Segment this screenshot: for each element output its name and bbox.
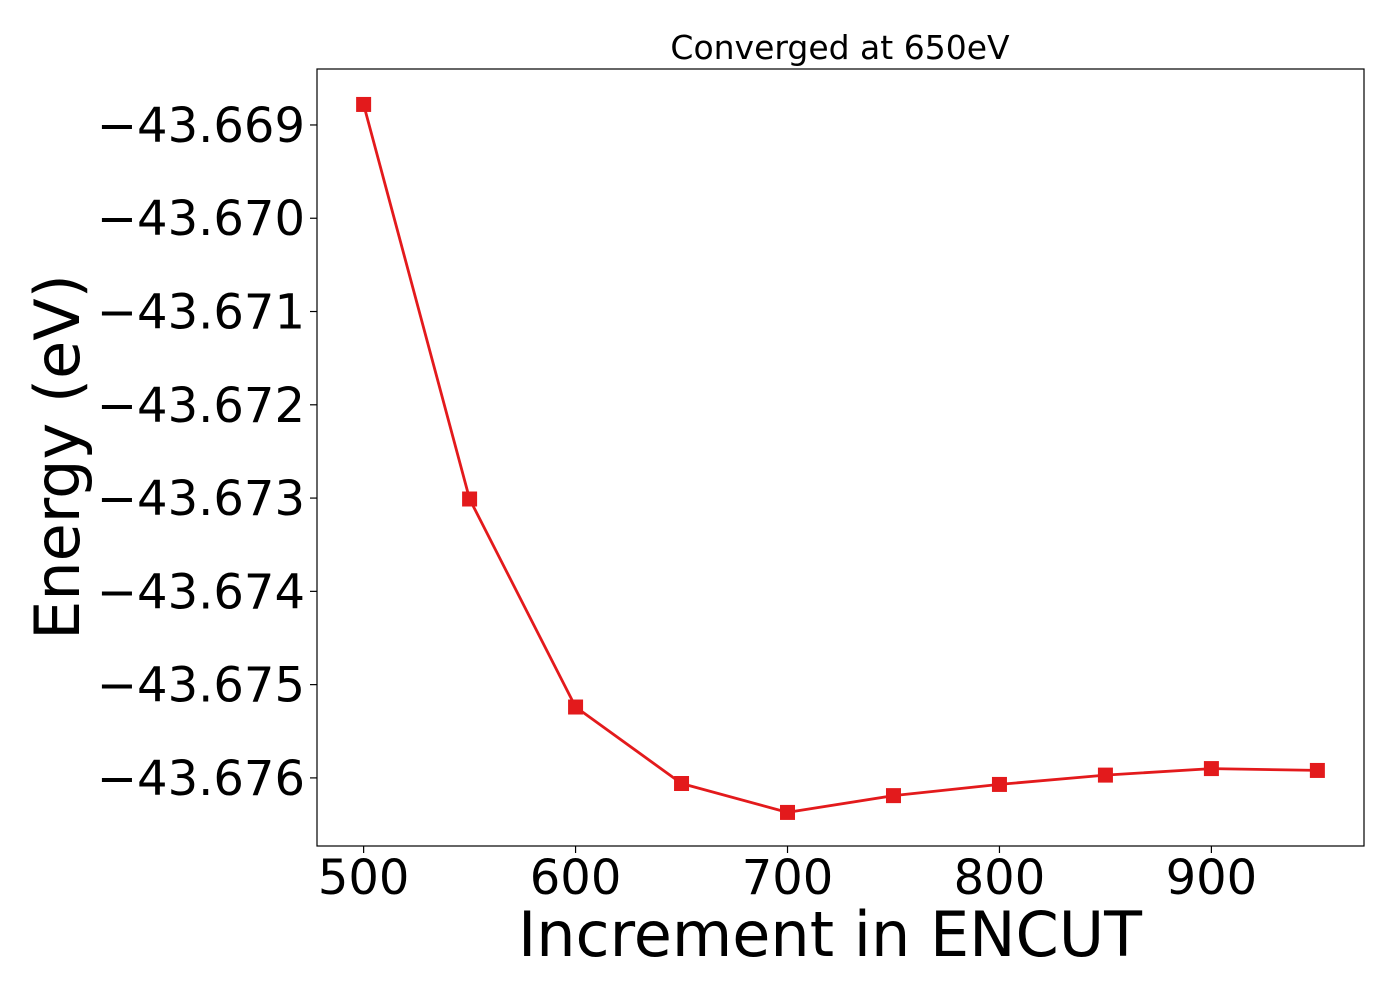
- data-point: [1309, 762, 1325, 778]
- x-tick-label: 600: [530, 850, 622, 906]
- y-tick-label: −43.672: [97, 378, 305, 434]
- axes: [316, 68, 1365, 847]
- data-point: [991, 776, 1007, 792]
- chart-title: Converged at 650eV: [670, 28, 1010, 67]
- x-tick-label: 700: [742, 850, 834, 906]
- x-axis-ticks: 500 600 700 800 900: [318, 846, 1257, 906]
- data-point: [1097, 767, 1113, 783]
- data-point: [674, 776, 690, 792]
- y-tick-label: −43.669: [97, 98, 305, 154]
- x-tick-label: 800: [954, 850, 1046, 906]
- y-axis-label: Energy (eV): [21, 274, 94, 640]
- series-line: [362, 104, 1318, 814]
- y-tick-label: −43.675: [97, 658, 305, 714]
- data-point: [568, 699, 584, 715]
- x-tick-label: 900: [1166, 850, 1258, 906]
- data-point: [780, 804, 796, 820]
- x-axis-label: Increment in ENCUT: [518, 898, 1143, 971]
- y-tick-label: −43.671: [97, 285, 305, 341]
- y-tick-label: −43.673: [97, 471, 305, 527]
- y-tick-label: −43.676: [97, 751, 305, 807]
- data-point: [356, 96, 372, 112]
- series-layer: [356, 96, 1325, 820]
- x-tick-label: 500: [318, 850, 410, 906]
- y-tick-label: −43.670: [97, 191, 305, 247]
- data-point: [1203, 761, 1219, 777]
- y-tick-label: −43.674: [97, 564, 305, 620]
- data-point: [885, 788, 901, 804]
- y-axis-ticks: −43.669 −43.670 −43.671 −43.672 −43.673 −43.6…: [97, 98, 317, 807]
- plot-frame: [316, 68, 1365, 847]
- data-point: [462, 491, 478, 507]
